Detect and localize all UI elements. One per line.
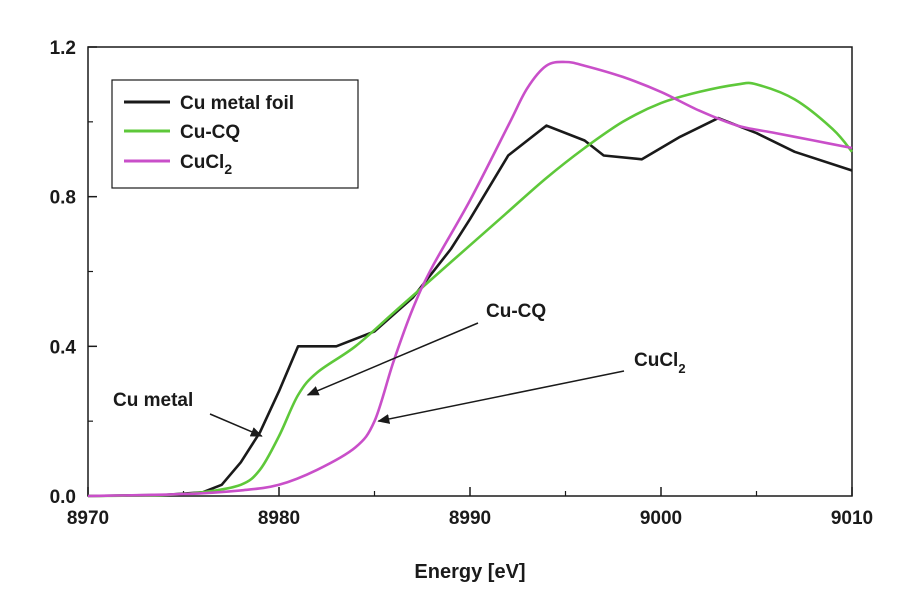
y-tick-label-1-2: 1.2: [50, 38, 76, 59]
annotation-arrow-cucl2: [377, 370, 625, 424]
series-lines: [87, 60, 854, 498]
legend-label-cu-cq: Cu-CQ: [180, 122, 240, 143]
y-tick-label-0-8: 0.8: [50, 188, 76, 209]
legend: Cu metal foil Cu-CQ CuCl2: [111, 79, 359, 189]
x-tick-label-9010: 9010: [831, 508, 873, 529]
annotations: Cu metal Cu-CQ CuCl2: [113, 301, 686, 437]
x-tick-label-8990: 8990: [449, 508, 491, 529]
x-axis-label: Energy [eV]: [414, 561, 525, 583]
x-tick-label-8980: 8980: [258, 508, 300, 529]
y-tick-label-0-0: 0.0: [50, 487, 76, 508]
x-tick-label-9000: 9000: [640, 508, 682, 529]
series-line-cu-cq: [87, 81, 854, 498]
annotation-cu-cq: Cu-CQ: [486, 301, 546, 322]
annotation-cu-metal: Cu metal: [113, 390, 193, 411]
annotation-arrow-cu-metal: [209, 413, 263, 437]
y-tick-label-0-4: 0.4: [50, 337, 77, 358]
series-line-cucl2: [87, 60, 853, 498]
legend-label-cu-metal-foil: Cu metal foil: [180, 93, 294, 114]
axis-tick-labels: 8970 8980 8990 9000 9010 0.0 0.4 0.8 1.2: [50, 38, 874, 529]
x-tick-label-8970: 8970: [67, 508, 109, 529]
annotation-cucl2: CuCl2: [634, 350, 686, 376]
series-line-cu-metal-foil: [87, 116, 853, 498]
annotation-arrow-cu-cq: [306, 322, 479, 396]
legend-label-cucl2: CuCl2: [180, 152, 232, 177]
legend-box: [111, 79, 359, 189]
